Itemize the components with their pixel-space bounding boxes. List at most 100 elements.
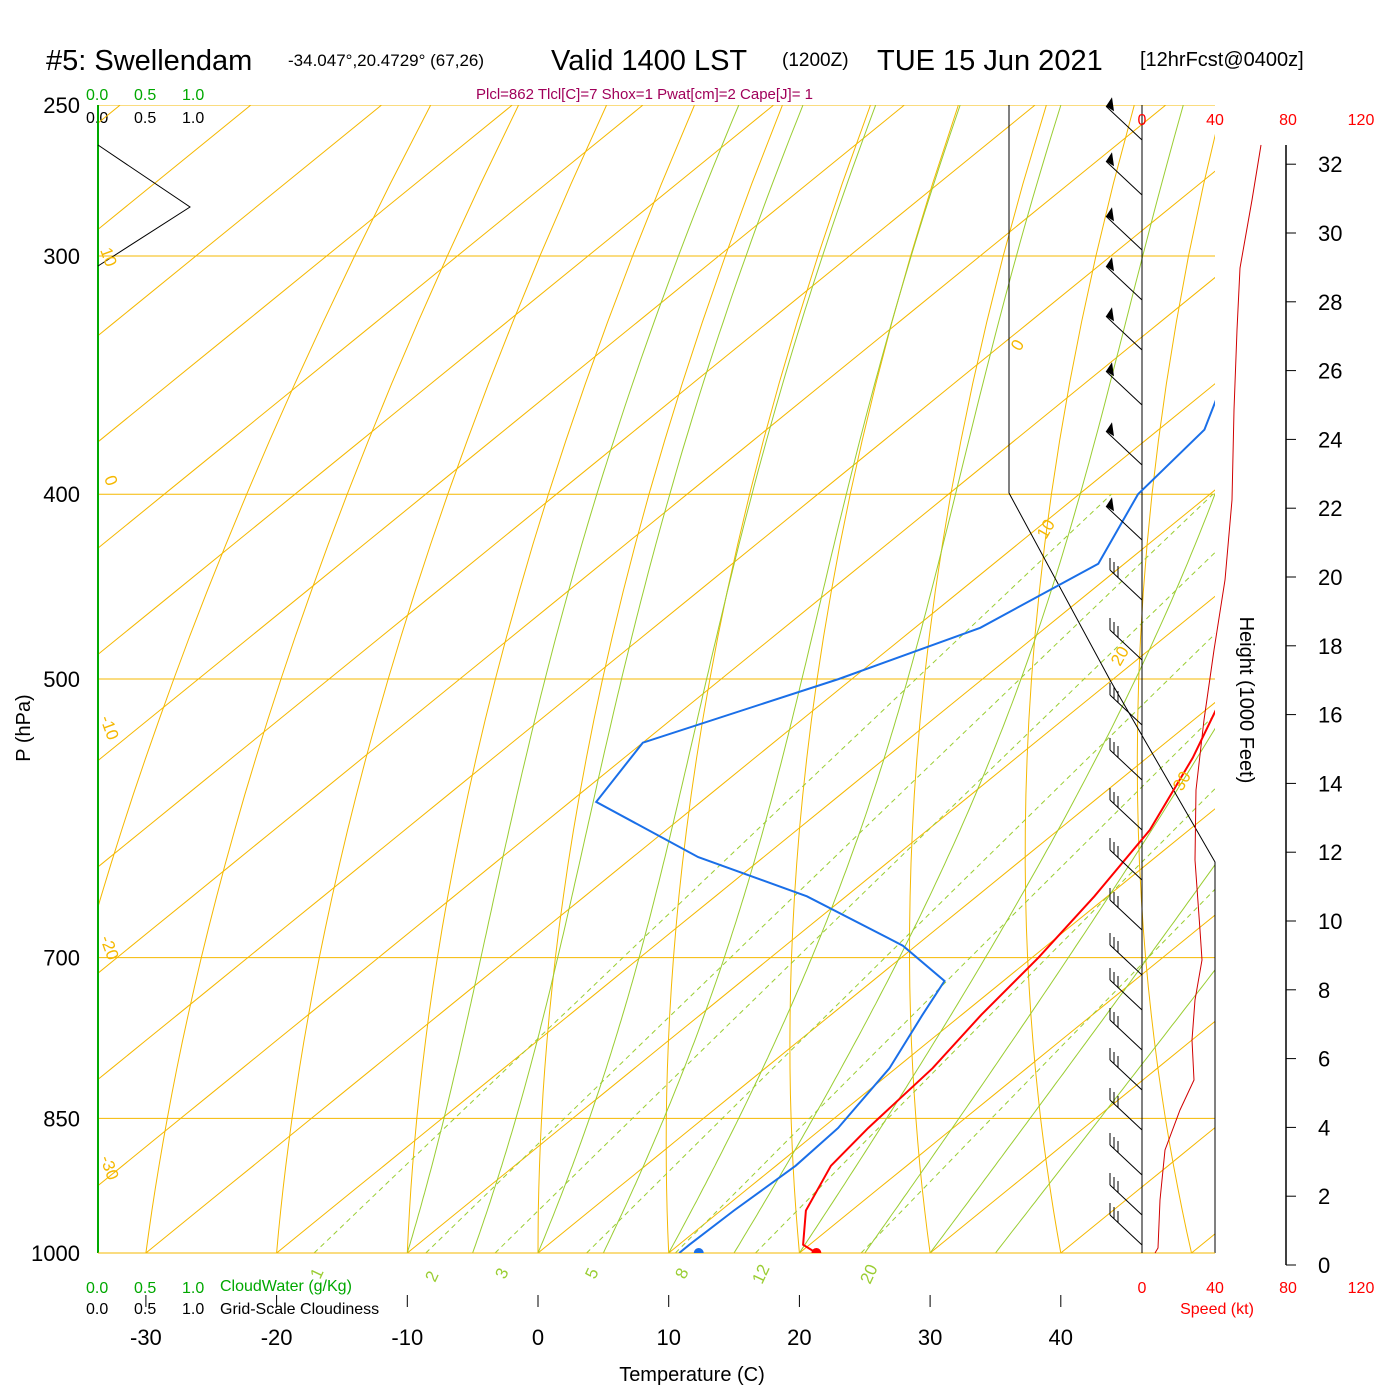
cloud-scale-bottom: 0.0 0.5 1.0 CloudWater (g/Kg) 0.0 0.5 1.… xyxy=(86,1278,379,1318)
wind-barb-staff xyxy=(1105,315,1143,351)
isotherm-line xyxy=(98,105,513,443)
cloud-tick: 0.5 xyxy=(134,87,156,104)
moist-adiabat xyxy=(472,105,804,1253)
station-name: #5: Swellendam xyxy=(46,45,252,77)
cloud-tick: 0.5 xyxy=(134,1301,156,1318)
cloud-tick: 0.5 xyxy=(134,110,156,127)
cloud-tick: 0.5 xyxy=(134,1280,156,1297)
height-tick-label: 14 xyxy=(1318,771,1342,796)
mixing-ratio-labels: 1 2 3 5 8 12 20 xyxy=(306,1262,881,1287)
isotherm-label: -10 xyxy=(96,713,122,743)
wind-barb-staff xyxy=(1109,1184,1143,1216)
height-tick-label: 26 xyxy=(1318,359,1342,384)
plot-boundary xyxy=(1008,105,1216,1253)
isotherm-line xyxy=(98,276,1215,1187)
wind-barb-staff xyxy=(1109,899,1143,931)
wind-barb-staff xyxy=(1109,1144,1143,1176)
temperature-tick-label: 40 xyxy=(1049,1325,1073,1350)
valid-date: TUE 15 Jun 2021 xyxy=(877,45,1103,77)
wind-barb-staff xyxy=(1109,1214,1143,1246)
mixing-ratio-line xyxy=(755,788,1215,1253)
moist-adiabat xyxy=(929,863,1215,1253)
wind-barbs xyxy=(1105,97,1143,1246)
moist-adiabat xyxy=(995,969,1215,1253)
mixing-ratio-line xyxy=(313,493,1112,1253)
moist-adiabat xyxy=(864,727,1215,1253)
isotherm-line xyxy=(929,1020,1215,1253)
temperature-tick-label: -20 xyxy=(261,1325,293,1350)
wind-barb-flag xyxy=(1106,307,1114,322)
cloud-tick: 1.0 xyxy=(182,87,204,104)
speed-tick: 40 xyxy=(1206,1280,1224,1297)
dry-adiabat xyxy=(1024,105,1135,1253)
dry-adiabat xyxy=(1351,105,1400,1253)
surface-dewpoint-marker xyxy=(693,1248,704,1253)
height-tick-label: 10 xyxy=(1318,909,1342,934)
dry-adiabat xyxy=(665,105,871,1253)
speed-tick: 40 xyxy=(1206,112,1224,129)
pressure-tick-label: 1000 xyxy=(31,1241,80,1266)
height-axis-label: Height (1000 Feet) xyxy=(1235,617,1257,784)
cloud-tick: 0.0 xyxy=(86,1301,108,1318)
mixing-ratio-label: 5 xyxy=(581,1265,602,1282)
cloudiness-trace xyxy=(97,144,191,267)
isotherm-label: 0 xyxy=(1007,336,1028,354)
wind-barb-staff xyxy=(1105,370,1143,406)
height-tick-label: 6 xyxy=(1318,1047,1330,1072)
height-tick-label: 32 xyxy=(1318,152,1342,177)
isotherm-label: 20 xyxy=(1107,643,1133,669)
speed-tick: 80 xyxy=(1279,1280,1297,1297)
sounding-indices: Plcl=862 Tlcl[C]=7 Shox=1 Pwat[cm]=2 Cap… xyxy=(476,86,813,103)
dewpoint-line xyxy=(594,399,1215,1253)
wind-barb-staff xyxy=(1105,430,1143,466)
height-tick-label: 2 xyxy=(1318,1184,1330,1209)
wind-barb-flag xyxy=(1106,422,1114,437)
dry-adiabat xyxy=(908,105,1047,1253)
mixing-ratio-label: 2 xyxy=(421,1268,442,1285)
wind-barb-staff xyxy=(1109,979,1143,1011)
moist-adiabat xyxy=(406,105,740,1253)
isotherm-line xyxy=(276,489,1215,1253)
wind-barb-flag xyxy=(1106,497,1114,512)
wind-barb-staff xyxy=(1109,749,1143,781)
speed-tick: 120 xyxy=(1348,112,1375,129)
cloud-tick: 0.0 xyxy=(86,87,108,104)
isotherm-line xyxy=(145,383,1215,1253)
pressure-ticks: 250 300 400 500 700 850 1000 xyxy=(31,93,80,1266)
moist-adiabat xyxy=(733,105,1184,1253)
height-tick-label: 16 xyxy=(1318,703,1342,728)
wind-barb-staff xyxy=(1109,629,1143,661)
mixing-ratio-label: 12 xyxy=(748,1262,773,1287)
height-tick-label: 12 xyxy=(1318,840,1342,865)
isotherm-line xyxy=(98,105,905,762)
dry-adiabat xyxy=(98,105,432,909)
isotherm-line xyxy=(1060,1126,1215,1253)
isotherm-label: 10 xyxy=(1033,516,1059,542)
wind-barb-staff xyxy=(1105,160,1143,196)
temperature-tick-label: -10 xyxy=(391,1325,423,1350)
wind-barb-staff xyxy=(1109,1099,1143,1131)
wind-barb-staff xyxy=(1109,944,1143,976)
wind-barb-flag xyxy=(1106,152,1114,167)
isotherm-line xyxy=(668,808,1215,1253)
height-tick-label: 8 xyxy=(1318,978,1330,1003)
isotherm-line xyxy=(537,701,1215,1253)
isotherm-line xyxy=(98,105,1036,868)
mixing-ratio-line xyxy=(675,713,1215,1253)
height-tick-label: 28 xyxy=(1318,290,1342,315)
height-tick-label: 20 xyxy=(1318,565,1342,590)
plot-frame xyxy=(97,105,1287,1265)
cloudiness-label: Grid-Scale Cloudiness xyxy=(220,1301,379,1318)
wind-speed-trace xyxy=(1154,144,1262,1254)
pressure-tick-label: 300 xyxy=(43,244,80,269)
moist-adiabat xyxy=(798,492,1215,1253)
forecast-info: [12hrFcst@0400z] xyxy=(1140,49,1304,71)
isotherm-line xyxy=(98,105,644,549)
height-tick-label: 0 xyxy=(1318,1253,1330,1278)
temperature-ticks: -30 -20 -10 0 10 20 30 40 xyxy=(130,1295,1073,1350)
isotherm-line xyxy=(98,170,1215,1081)
dry-adiabat xyxy=(145,105,520,1253)
cloud-scale-top: 0.0 0.5 1.0 0.0 0.5 1.0 xyxy=(86,87,204,127)
